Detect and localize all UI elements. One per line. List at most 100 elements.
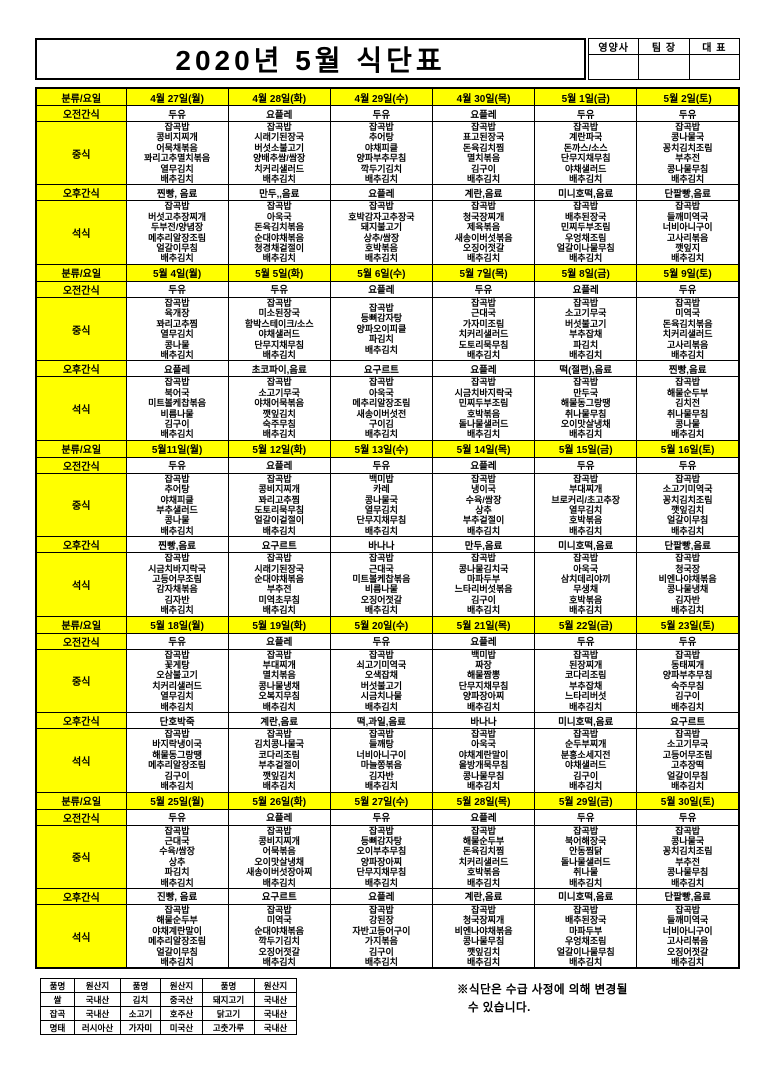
note-line: ※식단은 수급 사정에 의해 변경될 [457,984,628,997]
lunch-cell: 잡곡밥 꽃게탕 오삼불고기 치커리샐러드 열무김치 배추김치 [125,648,229,714]
lunch-cell: 잡곡밥 동태찌개 양파부추무침 숙주무침 김구이 배추김치 [636,648,740,714]
menu-item: 상추/쌈장 [363,232,400,243]
menu-item: 김구이 [573,770,599,781]
menu-item: 들깨미역국 [666,915,709,926]
menu-item: 잡곡밥 [573,904,599,915]
menu-item: 배추김치 [671,781,705,792]
menu-item: 느타리버섯 [565,691,607,702]
lunch-cell: 잡곡밥 쇠고기미역국 오색잡채 버섯불고기 시금치나물 배추김치 [329,648,433,714]
menu-item: 배추김치 [160,956,194,967]
afternoon-snack-cell: 바나나 [329,536,433,554]
menu-item: 배추된장국 [565,915,607,926]
origin-cell: 호주산 [160,1006,203,1022]
day-header: 5월 20일(수) [329,615,433,634]
menu-item: 해물짬뽕 [466,670,501,681]
dinner-cell: 잡곡밥 근대국 미트볼케찹볶음 비름나물 오징어젓갈 배추김치 [329,552,433,617]
dinner-cell: 잡곡밥 소고기무국 고등어무조림 고추장떡 얼갈이무침 배추김치 [636,728,740,793]
menu-item: 안동찜닭 [569,846,603,857]
day-header: 5월 22일(금) [534,615,638,634]
menu-item: 들깨탕 [368,739,394,750]
day-header: 5월 15일(금) [534,439,638,458]
menu-item: 깻잎김치 [671,504,705,515]
menu-item: 콩비지찌개 [258,484,300,495]
morning-snack-cell: 두유 [636,280,740,298]
menu-item: 잡곡밥 [266,904,292,915]
menu-item: 배추김치 [466,956,501,967]
menu-item: 배추김치 [671,174,705,185]
menu-item: 취나물무침 [565,408,607,419]
menu-item: 콩나물무침 [462,936,505,947]
menu-item: 배추김치 [160,253,194,264]
menu-item: 코다리조림 [258,749,300,760]
menu-item: 돈까스/소스 [563,142,608,153]
dinner-cell: 잡곡밥 바지락냉이국 해물동그랑땡 메추리알장조림 김구이 배추김치 [125,728,229,793]
day-header: 5월 18일(월) [125,615,229,634]
lunch-cell: 잡곡밥 추어탕 야채피클 부추샐러드 콩나물 배추김치 [125,472,229,538]
menu-item: 배추김치 [364,781,398,792]
menu-item: 김구이 [368,946,394,957]
menu-item: 깻잎김치 [466,946,501,957]
menu-item: 강된장 [368,915,394,926]
lunch-cell: 잡곡밥 된장찌개 코다리조림 부추잡채 느타리버섯 배추김치 [534,648,638,714]
menu-item: 치커리샐러드 [254,163,305,174]
menu-item: 배추김치 [569,781,603,792]
day-header: 5월 25일(월) [125,791,229,810]
lunch-label: 중식 [35,648,127,714]
menu-item: 배추김치 [160,174,194,185]
menu-item: 미트볼케찹볶음 [148,398,207,409]
dinner-row: 석식 잡곡밥 해물순두부 야채계란말이 메추리알장조림 얼갈이무침 배추김치 잡곡밥 미역국 순대… [35,903,740,969]
menu-item: 고사리볶음 [666,339,709,350]
menu-item: 콩나물국 [364,494,398,505]
menu-item: 바지락냉이국 [152,739,202,750]
menu-item: 얼갈이무침 [666,515,709,526]
day-header: 5월 1일(금) [534,87,638,106]
menu-item: 잡곡밥 [266,122,292,132]
menu-item: 소고기미역국 [662,484,713,495]
menu-table: 분류/요일 4월 27일(월) 4월 28일(화) 4월 29일(수) 4월 30일(목… [35,87,740,970]
origin-cell: 러시아산 [74,1020,121,1036]
origin-cell: 중국산 [160,992,203,1008]
morning-snack-cell: 두유 [329,456,433,474]
menu-item: 콩비지찌개 [156,132,198,143]
day-header: 4월 27일(월) [125,87,229,106]
lunch-cell: 잡곡밥 부대찌개 멸치볶음 콩나물냉채 오복지무침 배추김치 [227,648,331,714]
menu-item: 청국장찌개 [462,915,505,926]
origin-cell: 국내산 [74,992,121,1008]
menu-item: 메추리알장조림 [352,398,411,409]
menu-item: 자반고등어구이 [352,925,411,936]
lunch-label: 중식 [35,472,127,538]
menu-item: 치커리샐러드 [458,329,509,340]
dinner-cell: 잡곡밥 아욱국 삼치데리야끼 무생채 호박볶음 배추김치 [534,552,638,617]
menu-item: 잡곡밥 [266,553,292,564]
menu-item: 어묵채볶음 [156,142,198,153]
menu-item: 배추김치 [466,349,501,360]
category-day-label: 분류/요일 [35,87,127,106]
origin-cell: 명태 [40,1020,75,1036]
menu-item: 배추김치 [671,253,705,264]
dinner-label: 석식 [35,903,127,969]
menu-item: 파김치 [368,334,394,345]
menu-item: 배추김치 [364,605,398,616]
menu-item: 열무김치 [569,504,603,515]
menu-item: 양배추쌈/쌈장 [253,153,306,164]
menu-item: 배추김치 [466,701,501,712]
dinner-cell: 잡곡밥 배추된장국 마파두부 우엉채조림 얼갈이나물무침 배추김치 [534,903,638,969]
dinner-row: 석식 잡곡밥 북어국 미트볼케찹볶음 비름나물 김구이 배추김치 잡곡밥 소고기무국 야채어묵볶음… [35,376,740,441]
week-header-row: 분류/요일 5월 4일(월) 5월 5일(화) 5월 6일(수) 5월 7일(목) 5월 … [35,263,740,282]
morning-snack-cell: 두유 [534,808,638,826]
menu-item: 쇠고기미역국 [356,660,407,671]
menu-item: 민찌두부조림 [458,398,509,409]
lunch-row: 중식 잡곡밥 꽃게탕 오삼불고기 치커리샐러드 열무김치 배추김치 잡곡밥 부대찌개 멸치볶음 콩나… [35,648,740,714]
menu-item: 잡곡밥 [266,377,292,388]
afternoon-snack-cell: 초코파이,음료 [227,360,331,378]
menu-item: 육개장 [164,308,190,319]
menu-item: 등뼈감자탕 [360,313,403,324]
day-header: 4월 30일(목) [431,87,536,106]
afternoon-snack-cell: 찐빵,음료 [125,536,229,554]
menu-item: 배추김치 [160,877,194,888]
menu-item: 잡곡밥 [368,377,394,388]
menu-item: 호박볶음 [569,515,603,526]
dinner-cell: 잡곡밥 배추된장국 민찌두부조림 우엉채조림 얼갈이나물무침 배추김치 [534,200,638,265]
dinner-cell: 잡곡밥 청국장 비엔나야채볶음 콩나물냉채 김자반 배추김치 [636,552,740,617]
